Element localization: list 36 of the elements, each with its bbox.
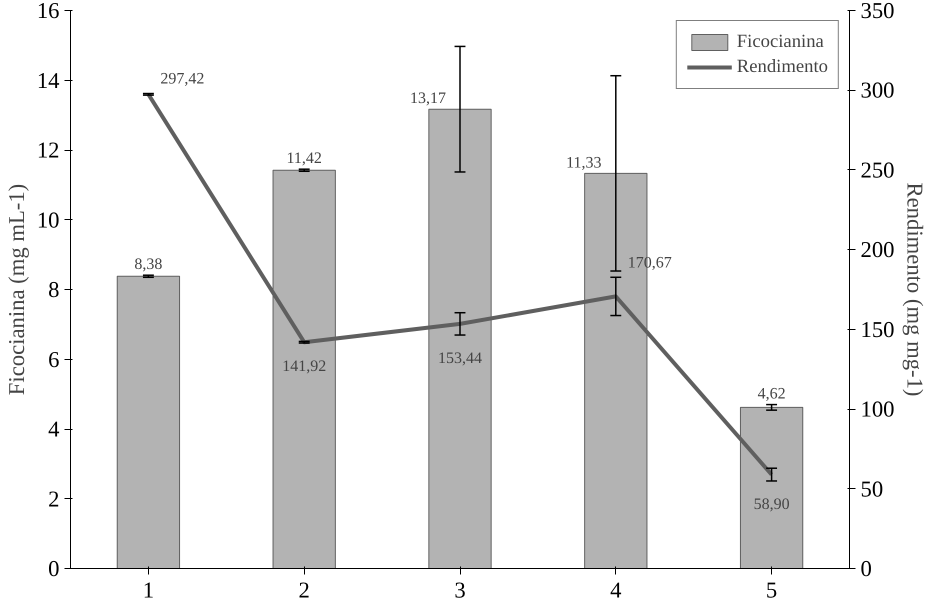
x-tick-label: 5 <box>766 578 778 602</box>
y2-tick-label: 350 <box>860 0 894 23</box>
data-label: 11,33 <box>566 154 602 172</box>
data-label: 4,62 <box>758 386 786 403</box>
x-tick-label: 2 <box>298 578 310 602</box>
y-tick-label: 2 <box>48 486 60 512</box>
y2-tick-label: 200 <box>860 237 894 262</box>
data-label: 58,90 <box>754 496 790 513</box>
y2-tick-label: 150 <box>860 316 894 342</box>
legend-label: Ficocianina <box>736 31 824 53</box>
y2-axis-title: Rendimento (mg mg-1) <box>902 182 928 396</box>
data-label: 141,92 <box>282 358 326 376</box>
y-tick-label: 4 <box>48 416 60 442</box>
y-tick-label: 14 <box>36 68 60 93</box>
y-tick-label: 6 <box>48 346 60 372</box>
y-tick-label: 8 <box>48 277 60 302</box>
x-tick-label: 4 <box>610 578 622 602</box>
y-axis-title: Ficocianina (mg mL-1) <box>4 184 29 396</box>
y-tick-label: 10 <box>36 207 60 232</box>
legend-label: Rendimento <box>736 56 828 78</box>
y-tick-label: 16 <box>36 0 60 23</box>
data-label: 13,17 <box>410 90 446 108</box>
y2-tick-label: 50 <box>860 476 884 502</box>
y-tick-label: 0 <box>48 556 60 581</box>
y2-tick-label: 100 <box>860 396 894 422</box>
y-tick-label: 12 <box>36 138 60 162</box>
x-tick-label: 1 <box>142 578 154 602</box>
x-tick-label: 3 <box>454 578 466 602</box>
data-label: 297,42 <box>160 70 204 88</box>
data-label: 153,44 <box>438 350 482 368</box>
y2-tick-label: 0 <box>860 556 872 581</box>
data-label: 8,38 <box>134 256 162 274</box>
y2-tick-label: 250 <box>860 157 894 182</box>
y2-tick-label: 300 <box>860 78 894 103</box>
bar <box>116 276 180 568</box>
data-label: 11,42 <box>286 150 322 168</box>
